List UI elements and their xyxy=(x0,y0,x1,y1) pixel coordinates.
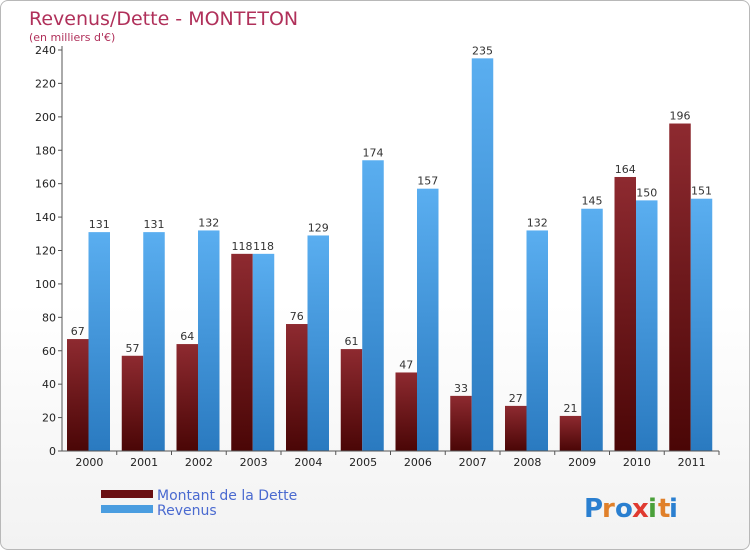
x-tick-label: 2000 xyxy=(75,456,103,469)
revenue-value-label: 132 xyxy=(527,216,548,229)
revenue-bar xyxy=(198,230,220,451)
revenue-value-label: 157 xyxy=(417,175,438,188)
legend-swatch-debt xyxy=(101,490,153,498)
debt-bar xyxy=(450,395,472,451)
x-tick-label: 2005 xyxy=(349,456,377,469)
chart-subtitle: (en milliers d'€) xyxy=(29,31,115,44)
y-tick-label: 80 xyxy=(42,311,56,324)
revenue-value-label: 150 xyxy=(636,186,657,199)
y-tick-label: 180 xyxy=(35,144,56,157)
revenue-value-label: 132 xyxy=(198,216,219,229)
debt-value-label: 76 xyxy=(290,310,304,323)
revenue-bar xyxy=(690,198,713,451)
y-axis: 0 20 40 60 80 100 120 140 160 180 200 220 240 xyxy=(35,44,63,458)
logo-letter: i xyxy=(648,494,657,524)
debt-value-label: 27 xyxy=(509,392,523,405)
revenue-value-label: 131 xyxy=(89,218,110,231)
legend-label-debt: Montant de la Dette xyxy=(157,488,297,504)
revenue-value-label: 151 xyxy=(691,185,712,198)
y-tick-label: 20 xyxy=(42,412,56,425)
debt-bar xyxy=(669,123,691,452)
x-tick-label: 2011 xyxy=(678,456,706,469)
proxiti-logo: Pr o x i ti xyxy=(584,494,678,524)
revenue-bar xyxy=(417,188,439,451)
revenue-bar xyxy=(252,253,275,451)
revenue-bar xyxy=(88,232,110,451)
debt-bar xyxy=(121,355,144,451)
debt-value-label: 67 xyxy=(71,325,85,338)
y-tick-label: 220 xyxy=(35,77,56,90)
revenue-bar xyxy=(362,160,384,451)
revenue-value-label: 118 xyxy=(253,240,274,253)
x-tick-label: 2007 xyxy=(459,456,487,469)
logo-letter: o xyxy=(615,494,633,524)
x-tick-label: 2010 xyxy=(623,456,651,469)
revenue-bar xyxy=(307,235,329,451)
x-tick-label: 2008 xyxy=(513,456,541,469)
y-tick-label: 240 xyxy=(35,44,56,57)
revenue-value-label: 131 xyxy=(144,218,165,231)
debt-value-label: 33 xyxy=(454,382,468,395)
y-tick-label: 160 xyxy=(35,178,56,191)
chart-title: Revenus/Dette - MONTETON xyxy=(29,8,298,30)
debt-value-label: 57 xyxy=(126,342,140,355)
x-tick-label: 2006 xyxy=(404,456,432,469)
y-tick-label: 140 xyxy=(35,211,56,224)
revenue-bar xyxy=(526,230,548,451)
debt-value-label: 21 xyxy=(564,402,578,415)
y-tick-label: 200 xyxy=(35,111,56,124)
debt-bar xyxy=(505,405,527,451)
revenue-value-label: 235 xyxy=(472,44,493,57)
debt-value-label: 196 xyxy=(670,110,691,123)
y-tick-label: 120 xyxy=(35,245,56,258)
y-tick-label: 100 xyxy=(35,278,56,291)
debt-value-label: 47 xyxy=(399,358,413,371)
revenue-bar xyxy=(471,58,494,452)
bars: 67 131 57 131 64 132 118 118 76 129 61 174 47 157 33 23… xyxy=(67,44,713,452)
debt-bar xyxy=(559,415,582,451)
logo-letter: x xyxy=(632,494,649,524)
logo-letter: i xyxy=(669,494,678,524)
x-tick-label: 2001 xyxy=(130,456,158,469)
legend-swatch-revenue xyxy=(101,505,153,513)
debt-bar xyxy=(231,253,253,451)
revenue-value-label: 145 xyxy=(582,195,603,208)
debt-bar xyxy=(614,176,636,451)
revenue-bar xyxy=(636,200,658,451)
debt-bar xyxy=(176,344,198,451)
revenue-value-label: 174 xyxy=(363,146,384,159)
debt-value-label: 164 xyxy=(615,163,636,176)
x-tick-label: 2009 xyxy=(568,456,596,469)
x-axis: 2000 2001 2002 2003 2004 2005 2006 2007 2008 2009… xyxy=(62,450,720,469)
debt-bar xyxy=(286,324,308,451)
revenue-bar xyxy=(581,208,603,451)
x-tick-label: 2002 xyxy=(185,456,213,469)
y-tick-label: 0 xyxy=(49,445,56,458)
debt-bar xyxy=(340,349,363,451)
y-tick-label: 60 xyxy=(42,345,56,358)
x-tick-label: 2004 xyxy=(294,456,322,469)
y-tick-label: 40 xyxy=(42,378,56,391)
logo-letter: r xyxy=(602,494,615,524)
legend: Montant de la Dette Revenus xyxy=(101,488,297,519)
logo-letter: t xyxy=(658,494,670,524)
logo-letter: P xyxy=(584,494,603,524)
debt-bar xyxy=(67,339,89,451)
debt-value-label: 61 xyxy=(345,335,359,348)
legend-label-revenue: Revenus xyxy=(157,503,217,519)
x-tick-label: 2003 xyxy=(240,456,268,469)
debt-value-label: 64 xyxy=(180,330,194,343)
debt-bar xyxy=(395,372,417,451)
revenue-bar xyxy=(143,232,165,451)
revenue-value-label: 129 xyxy=(308,221,329,234)
debt-value-label: 118 xyxy=(232,240,253,253)
